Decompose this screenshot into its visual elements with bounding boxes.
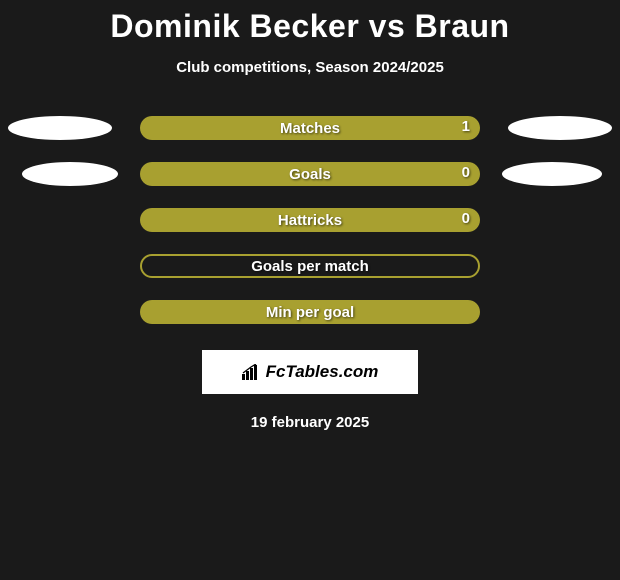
stat-bar: Goals — [140, 162, 480, 186]
stat-bar: Matches — [140, 116, 480, 140]
stat-label: Hattricks — [278, 212, 342, 229]
stat-row: Goals 0 — [0, 152, 620, 198]
stat-value: 1 — [462, 118, 470, 135]
player-right-marker — [502, 162, 602, 186]
stat-row: Goals per match — [0, 244, 620, 290]
stats-list: Matches 1 Goals 0 Hattricks 0 Goals per match M… — [0, 106, 620, 336]
subtitle: Club competitions, Season 2024/2025 — [176, 59, 444, 76]
brand-label: FcTables.com — [266, 362, 379, 382]
page-title: Dominik Becker vs Braun — [110, 8, 509, 45]
stat-row: Matches 1 — [0, 106, 620, 152]
stat-value: 0 — [462, 164, 470, 181]
stat-bar: Min per goal — [140, 300, 480, 324]
stat-label: Goals — [289, 166, 331, 183]
date-label: 19 february 2025 — [251, 414, 369, 431]
stat-label: Goals per match — [251, 258, 369, 275]
brand-box[interactable]: FcTables.com — [202, 350, 418, 394]
stat-bar: Hattricks — [140, 208, 480, 232]
stat-value: 0 — [462, 210, 470, 227]
player-left-marker — [22, 162, 118, 186]
stat-row: Min per goal — [0, 290, 620, 336]
bar-chart-icon — [242, 364, 262, 380]
stat-label: Matches — [280, 120, 340, 137]
stat-row: Hattricks 0 — [0, 198, 620, 244]
stat-bar: Goals per match — [140, 254, 480, 278]
player-left-marker — [8, 116, 112, 140]
player-right-marker — [508, 116, 612, 140]
comparison-container: Dominik Becker vs Braun Club competition… — [0, 0, 620, 431]
stat-label: Min per goal — [266, 304, 354, 321]
